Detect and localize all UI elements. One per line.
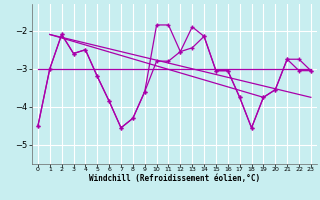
X-axis label: Windchill (Refroidissement éolien,°C): Windchill (Refroidissement éolien,°C) [89, 174, 260, 183]
